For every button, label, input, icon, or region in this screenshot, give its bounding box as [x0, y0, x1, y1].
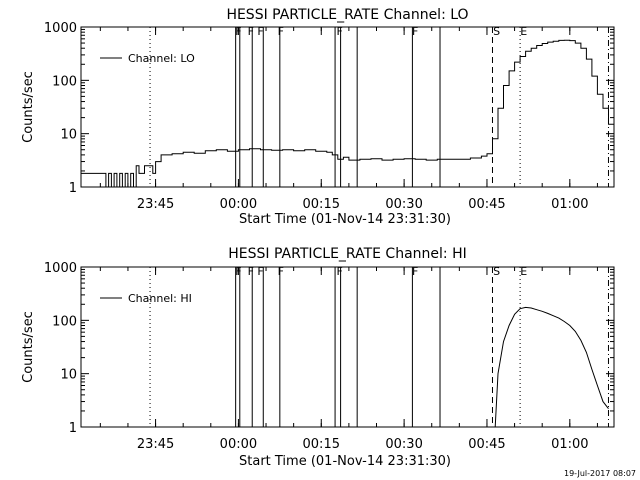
plot-frame	[80, 26, 615, 188]
x-tick-label: 01:00	[551, 197, 588, 212]
x-axis-label: Start Time (01-Nov-14 23:31:30)	[239, 212, 451, 227]
series-line	[81, 39, 615, 188]
x-tick-label: 00:00	[220, 437, 257, 452]
annotation-label: E	[520, 25, 527, 38]
annotation-label: F	[235, 25, 241, 38]
annotation-label: S	[493, 265, 500, 278]
annotation-label: F	[257, 25, 263, 38]
x-tick-label: 01:00	[551, 437, 588, 452]
x-tick-label: 00:15	[303, 197, 340, 212]
annotation-label: F	[412, 265, 418, 278]
hi-channel-panel: HESSI PARTICLE_RATE Channel: HI Counts/se…	[21, 246, 615, 469]
annotation-label: F	[248, 25, 254, 38]
x-tick-label: 23:45	[137, 437, 174, 452]
y-tick-label: 10	[60, 368, 77, 383]
chart-title: HESSI PARTICLE_RATE Channel: LO	[226, 7, 468, 23]
y-tick-label: 1000	[44, 261, 77, 276]
annotation-label: S	[493, 25, 500, 38]
annotation-label: F	[278, 25, 284, 38]
y-tick-label: 100	[52, 74, 77, 89]
lo-channel-panel: HESSI PARTICLE_RATE Channel: LO Counts/se…	[21, 7, 615, 227]
annotation-label: F	[235, 265, 241, 278]
y-axis-label: Counts/sec	[21, 71, 36, 143]
y-tick-label: 1	[69, 181, 77, 196]
series-line	[494, 306, 609, 428]
legend-label: Channel: HI	[128, 292, 192, 305]
x-tick-label: 00:00	[220, 197, 257, 212]
annotation-label: F	[248, 265, 254, 278]
legend-label: Channel: LO	[128, 52, 195, 65]
y-tick-label: 1000	[44, 21, 77, 36]
annotation-label: F	[337, 25, 343, 38]
x-tick-label: 00:45	[468, 437, 505, 452]
y-tick-label: 100	[52, 314, 77, 329]
chart-title: HESSI PARTICLE_RATE Channel: HI	[228, 246, 466, 262]
x-tick-label: 00:30	[385, 197, 422, 212]
y-tick-label: 1	[69, 421, 77, 436]
x-axis-label: Start Time (01-Nov-14 23:31:30)	[239, 454, 451, 469]
x-tick-label: 00:45	[468, 197, 505, 212]
annotation-label: F	[337, 265, 343, 278]
annotation-label: F	[257, 265, 263, 278]
y-axis-label: Counts/sec	[21, 311, 36, 383]
x-tick-label: 00:15	[303, 437, 340, 452]
x-tick-label: 23:45	[137, 197, 174, 212]
plot-frame	[80, 266, 615, 428]
x-tick-label: 00:30	[385, 437, 422, 452]
y-tick-label: 10	[60, 128, 77, 143]
plot-timestamp: 19-Jul-2017 08:07	[564, 469, 636, 478]
annotation-label: F	[412, 25, 418, 38]
annotation-label: E	[520, 265, 527, 278]
annotation-label: F	[278, 265, 284, 278]
